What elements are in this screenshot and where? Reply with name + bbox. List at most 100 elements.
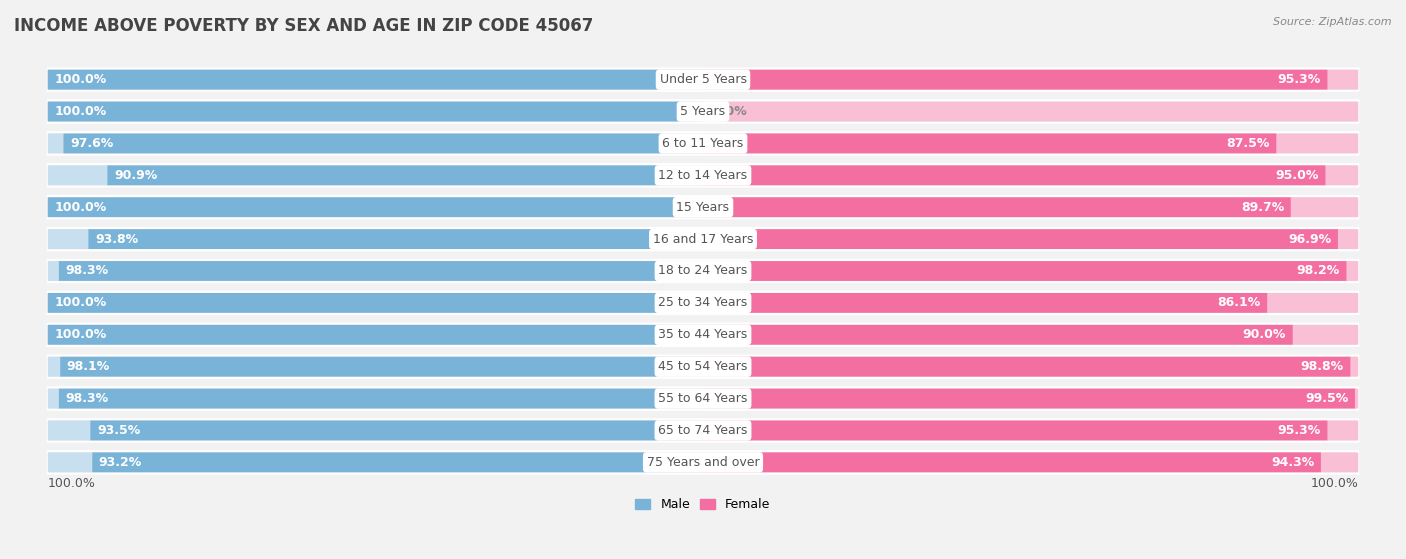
Text: 99.5%: 99.5% bbox=[1305, 392, 1348, 405]
FancyBboxPatch shape bbox=[59, 389, 703, 409]
FancyBboxPatch shape bbox=[48, 165, 703, 185]
Text: 25 to 34 Years: 25 to 34 Years bbox=[658, 296, 748, 309]
Text: INCOME ABOVE POVERTY BY SEX AND AGE IN ZIP CODE 45067: INCOME ABOVE POVERTY BY SEX AND AGE IN Z… bbox=[14, 17, 593, 35]
FancyBboxPatch shape bbox=[48, 325, 703, 345]
FancyBboxPatch shape bbox=[59, 261, 703, 281]
FancyBboxPatch shape bbox=[703, 357, 1350, 377]
FancyBboxPatch shape bbox=[703, 293, 1358, 313]
FancyBboxPatch shape bbox=[48, 260, 1358, 282]
FancyBboxPatch shape bbox=[48, 293, 703, 313]
FancyBboxPatch shape bbox=[703, 420, 1358, 440]
FancyBboxPatch shape bbox=[703, 261, 1358, 281]
FancyBboxPatch shape bbox=[48, 420, 703, 440]
FancyBboxPatch shape bbox=[703, 165, 1358, 185]
Text: 90.0%: 90.0% bbox=[1243, 328, 1286, 342]
FancyBboxPatch shape bbox=[703, 325, 1358, 345]
Text: 96.9%: 96.9% bbox=[1288, 233, 1331, 245]
FancyBboxPatch shape bbox=[48, 419, 1358, 442]
Text: 100.0%: 100.0% bbox=[55, 296, 107, 309]
FancyBboxPatch shape bbox=[703, 261, 1347, 281]
Text: 0.0%: 0.0% bbox=[713, 105, 748, 118]
FancyBboxPatch shape bbox=[48, 356, 1358, 378]
FancyBboxPatch shape bbox=[48, 451, 1358, 473]
FancyBboxPatch shape bbox=[48, 101, 1358, 122]
Text: 98.3%: 98.3% bbox=[66, 392, 108, 405]
Text: 100.0%: 100.0% bbox=[48, 477, 96, 490]
FancyBboxPatch shape bbox=[703, 357, 1358, 377]
FancyBboxPatch shape bbox=[48, 197, 703, 217]
FancyBboxPatch shape bbox=[48, 102, 703, 121]
FancyBboxPatch shape bbox=[703, 389, 1358, 409]
FancyBboxPatch shape bbox=[703, 293, 1267, 313]
FancyBboxPatch shape bbox=[703, 229, 1358, 249]
FancyBboxPatch shape bbox=[48, 389, 703, 409]
Text: Source: ZipAtlas.com: Source: ZipAtlas.com bbox=[1274, 17, 1392, 27]
FancyBboxPatch shape bbox=[703, 389, 1355, 409]
FancyBboxPatch shape bbox=[48, 70, 703, 89]
FancyBboxPatch shape bbox=[48, 228, 1358, 250]
Text: 93.2%: 93.2% bbox=[98, 456, 142, 469]
FancyBboxPatch shape bbox=[48, 357, 703, 377]
FancyBboxPatch shape bbox=[48, 132, 1358, 155]
FancyBboxPatch shape bbox=[48, 324, 1358, 346]
Legend: Male, Female: Male, Female bbox=[630, 493, 776, 517]
Text: 100.0%: 100.0% bbox=[55, 105, 107, 118]
Text: Under 5 Years: Under 5 Years bbox=[659, 73, 747, 86]
Text: 98.3%: 98.3% bbox=[66, 264, 108, 277]
FancyBboxPatch shape bbox=[48, 69, 1358, 91]
FancyBboxPatch shape bbox=[703, 134, 1358, 153]
FancyBboxPatch shape bbox=[48, 229, 703, 249]
Text: 16 and 17 Years: 16 and 17 Years bbox=[652, 233, 754, 245]
Text: 86.1%: 86.1% bbox=[1218, 296, 1261, 309]
Text: 90.9%: 90.9% bbox=[114, 169, 157, 182]
Text: 93.5%: 93.5% bbox=[97, 424, 141, 437]
FancyBboxPatch shape bbox=[48, 325, 703, 345]
FancyBboxPatch shape bbox=[703, 70, 1358, 89]
FancyBboxPatch shape bbox=[703, 452, 1320, 472]
FancyBboxPatch shape bbox=[703, 420, 1327, 440]
FancyBboxPatch shape bbox=[89, 229, 703, 249]
FancyBboxPatch shape bbox=[703, 229, 1339, 249]
Text: 98.2%: 98.2% bbox=[1296, 264, 1340, 277]
FancyBboxPatch shape bbox=[703, 197, 1291, 217]
Text: 65 to 74 Years: 65 to 74 Years bbox=[658, 424, 748, 437]
FancyBboxPatch shape bbox=[60, 357, 703, 377]
Text: 95.3%: 95.3% bbox=[1278, 73, 1320, 86]
Text: 89.7%: 89.7% bbox=[1241, 201, 1284, 214]
Text: 95.0%: 95.0% bbox=[1275, 169, 1319, 182]
FancyBboxPatch shape bbox=[48, 196, 1358, 219]
Text: 5 Years: 5 Years bbox=[681, 105, 725, 118]
Text: 94.3%: 94.3% bbox=[1271, 456, 1315, 469]
FancyBboxPatch shape bbox=[48, 387, 1358, 410]
FancyBboxPatch shape bbox=[703, 325, 1292, 345]
FancyBboxPatch shape bbox=[93, 452, 703, 472]
Text: 87.5%: 87.5% bbox=[1226, 137, 1270, 150]
Text: 75 Years and over: 75 Years and over bbox=[647, 456, 759, 469]
Text: 98.8%: 98.8% bbox=[1301, 360, 1344, 373]
FancyBboxPatch shape bbox=[703, 165, 1326, 185]
Text: 15 Years: 15 Years bbox=[676, 201, 730, 214]
FancyBboxPatch shape bbox=[48, 452, 703, 472]
Text: 100.0%: 100.0% bbox=[55, 328, 107, 342]
FancyBboxPatch shape bbox=[107, 165, 703, 185]
FancyBboxPatch shape bbox=[48, 102, 703, 121]
Text: 100.0%: 100.0% bbox=[55, 73, 107, 86]
FancyBboxPatch shape bbox=[48, 292, 1358, 314]
Text: 45 to 54 Years: 45 to 54 Years bbox=[658, 360, 748, 373]
Text: 100.0%: 100.0% bbox=[1310, 477, 1358, 490]
FancyBboxPatch shape bbox=[90, 420, 703, 440]
Text: 97.6%: 97.6% bbox=[70, 137, 114, 150]
Text: 93.8%: 93.8% bbox=[96, 233, 138, 245]
Text: 98.1%: 98.1% bbox=[66, 360, 110, 373]
Text: 12 to 14 Years: 12 to 14 Years bbox=[658, 169, 748, 182]
FancyBboxPatch shape bbox=[63, 134, 703, 153]
FancyBboxPatch shape bbox=[48, 164, 1358, 187]
Text: 100.0%: 100.0% bbox=[55, 201, 107, 214]
FancyBboxPatch shape bbox=[48, 134, 703, 153]
FancyBboxPatch shape bbox=[703, 197, 1358, 217]
FancyBboxPatch shape bbox=[48, 70, 703, 89]
Text: 95.3%: 95.3% bbox=[1278, 424, 1320, 437]
Text: 55 to 64 Years: 55 to 64 Years bbox=[658, 392, 748, 405]
FancyBboxPatch shape bbox=[48, 197, 703, 217]
FancyBboxPatch shape bbox=[703, 102, 1358, 121]
